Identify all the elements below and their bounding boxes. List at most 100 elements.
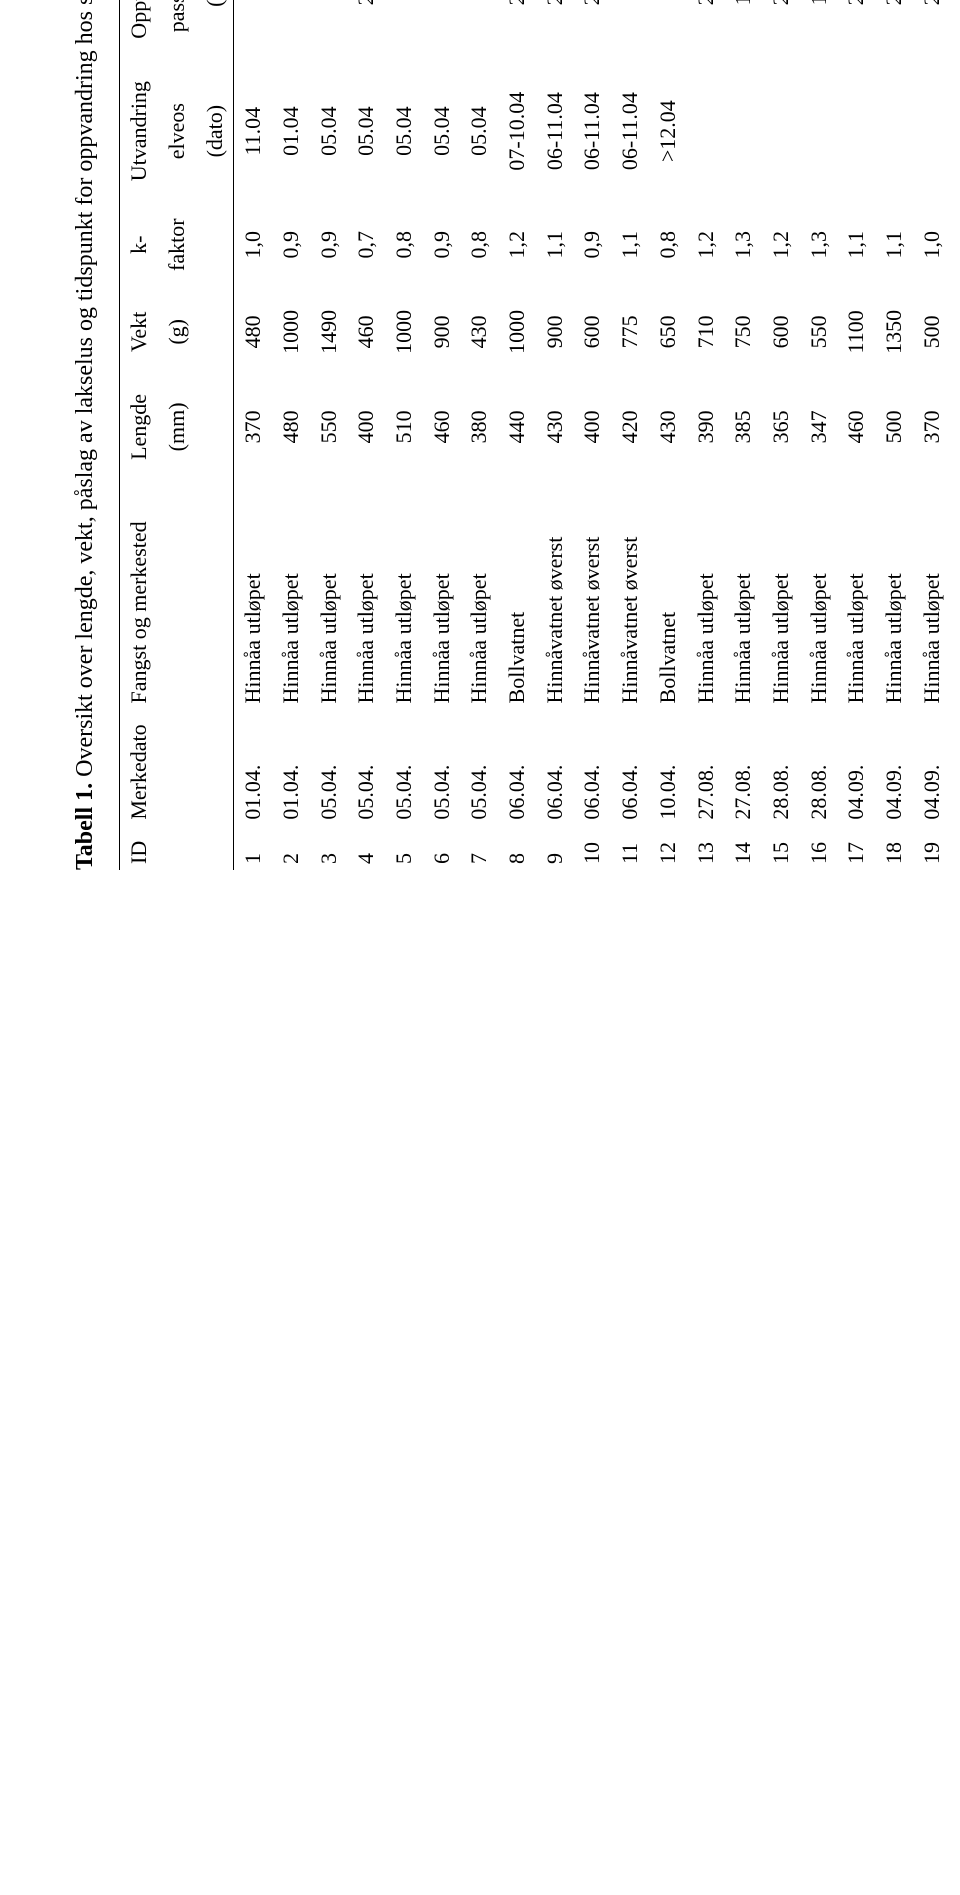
- cell-wt: 600: [573, 287, 611, 377]
- cell-sted: Hinnåa utløpet: [423, 477, 461, 709]
- cell-len: 370: [234, 377, 272, 477]
- cell-utv: 07-10.04: [498, 60, 536, 203]
- th-lengde-l3: [196, 377, 234, 477]
- cell-id: 9: [536, 826, 574, 870]
- cell-wt: 750: [724, 287, 762, 377]
- cell-len: 510: [385, 377, 423, 477]
- cell-len: 430: [649, 377, 687, 477]
- cell-k: 0,9: [272, 202, 310, 287]
- table-row: 305.04.Hinnåa utløpet55014900,905.040: [310, 0, 348, 870]
- cell-utv: 05.04: [347, 60, 385, 203]
- cell-id: 14: [724, 826, 762, 870]
- cell-id: 10: [573, 826, 611, 870]
- cell-sted: Hinnåa utløpet: [913, 477, 951, 709]
- cell-wt: 900: [423, 287, 461, 377]
- table-row: 101.04.Hinnåa utløpet3704801,011.040: [234, 0, 272, 870]
- th-id-l3: [196, 826, 234, 870]
- th-r1d-l1: Oppvandring: [120, 0, 158, 60]
- table-row: 1904.09.Hinnåa utløpet3705001,025.0906:5…: [913, 0, 951, 870]
- th-id-l1: ID: [120, 826, 158, 870]
- table-row: 906.04.Hinnåvatnet øverst4309001,106-11.…: [536, 0, 574, 870]
- cell-len: 500: [875, 377, 913, 477]
- cell-utv: [762, 60, 800, 203]
- th-lengde-l1: Lengde: [120, 377, 158, 477]
- table-row: 1106.04.Hinnåvatnet øverst4207751,106-11…: [611, 0, 649, 870]
- th-sted-l3: [196, 477, 234, 709]
- cell-r1d: [234, 0, 272, 60]
- cell-k: 1,1: [611, 202, 649, 287]
- cell-k: 0,9: [573, 202, 611, 287]
- cell-id: 17: [837, 826, 875, 870]
- cell-k: 1,1: [536, 202, 574, 287]
- th-merkedato-l2: [158, 709, 196, 825]
- cell-k: 1,2: [498, 202, 536, 287]
- table-head: ID Merkedato Fangst og merkested Lengde …: [120, 0, 234, 870]
- cell-id: 8: [498, 826, 536, 870]
- th-merkedato-l1: Merkedato: [120, 709, 158, 825]
- cell-wt: 460: [347, 287, 385, 377]
- cell-r1d: [649, 0, 687, 60]
- cell-dato: 05.04.: [385, 709, 423, 825]
- cell-utv: >12.04: [649, 60, 687, 203]
- cell-utv: [913, 60, 951, 203]
- cell-sted: Hinnåa utløpet: [724, 477, 762, 709]
- cell-utv: [687, 60, 725, 203]
- cell-len: 430: [536, 377, 574, 477]
- page: Tabell 1. Oversikt over lengde, vekt, på…: [0, 0, 960, 1895]
- cell-k: 0,7: [347, 202, 385, 287]
- cell-r1d: 24.09: [762, 0, 800, 60]
- table-row: 405.04.Hinnåa utløpet4004600,705.0422.10…: [347, 0, 385, 870]
- cell-r1d: 25.09: [913, 0, 951, 60]
- cell-dato: 06.04.: [573, 709, 611, 825]
- cell-id: 4: [347, 826, 385, 870]
- cell-sted: Hinnåa utløpet: [762, 477, 800, 709]
- cell-sted: Hinnåa utløpet: [460, 477, 498, 709]
- th-sted-l1: Fangst og merkested: [120, 477, 158, 709]
- cell-r1d: [310, 0, 348, 60]
- cell-id: 18: [875, 826, 913, 870]
- cell-wt: 550: [800, 287, 838, 377]
- cell-len: 380: [460, 377, 498, 477]
- cell-utv: 05.04: [310, 60, 348, 203]
- cell-dato: 27.08.: [724, 709, 762, 825]
- cell-len: 550: [310, 377, 348, 477]
- cell-r1d: [460, 0, 498, 60]
- cell-utv: 05.04: [460, 60, 498, 203]
- cell-utv: 06-11.04: [536, 60, 574, 203]
- cell-r1d: 26.09: [498, 0, 536, 60]
- cell-len: 460: [837, 377, 875, 477]
- th-r1d-l3: (dato): [196, 0, 234, 60]
- content-landscape: Tabell 1. Oversikt over lengde, vekt, på…: [0, 0, 960, 960]
- cell-sted: Hinnåa utløpet: [385, 477, 423, 709]
- cell-k: 0,9: [310, 202, 348, 287]
- cell-wt: 775: [611, 287, 649, 377]
- cell-wt: 650: [649, 287, 687, 377]
- cell-wt: 1490: [310, 287, 348, 377]
- cell-wt: 1000: [498, 287, 536, 377]
- cell-r1d: 24.09: [875, 0, 913, 60]
- cell-len: 460: [423, 377, 461, 477]
- cell-id: 16: [800, 826, 838, 870]
- table-row: 605.04.Hinnåa utløpet4609000,905.040: [423, 0, 461, 870]
- cell-len: 365: [762, 377, 800, 477]
- cell-utv: [724, 60, 762, 203]
- caption-label: Tabell 1.: [72, 783, 98, 870]
- cell-sted: Hinnåa utløpet: [687, 477, 725, 709]
- cell-utv: [800, 60, 838, 203]
- cell-utv: 06-11.04: [573, 60, 611, 203]
- table-caption: Tabell 1. Oversikt over lengde, vekt, på…: [70, 0, 101, 870]
- th-sted-l2: [158, 477, 196, 709]
- th-utv-l3: (dato): [196, 60, 234, 203]
- cell-sted: Hinnåa utløpet: [272, 477, 310, 709]
- cell-dato: 06.04.: [611, 709, 649, 825]
- table-row: 1804.09.Hinnåa utløpet50013501,124.0913:…: [875, 0, 913, 870]
- cell-wt: 500: [913, 287, 951, 377]
- cell-sted: Hinnåa utløpet: [800, 477, 838, 709]
- cell-len: 347: [800, 377, 838, 477]
- cell-dato: 05.04.: [423, 709, 461, 825]
- th-k-l2: faktor: [158, 202, 196, 287]
- cell-sted: Hinnåa utløpet: [310, 477, 348, 709]
- cell-len: 390: [687, 377, 725, 477]
- table-row: 1427.08.Hinnåa utløpet3857501,315.0912:2…: [724, 0, 762, 870]
- cell-r1d: [272, 0, 310, 60]
